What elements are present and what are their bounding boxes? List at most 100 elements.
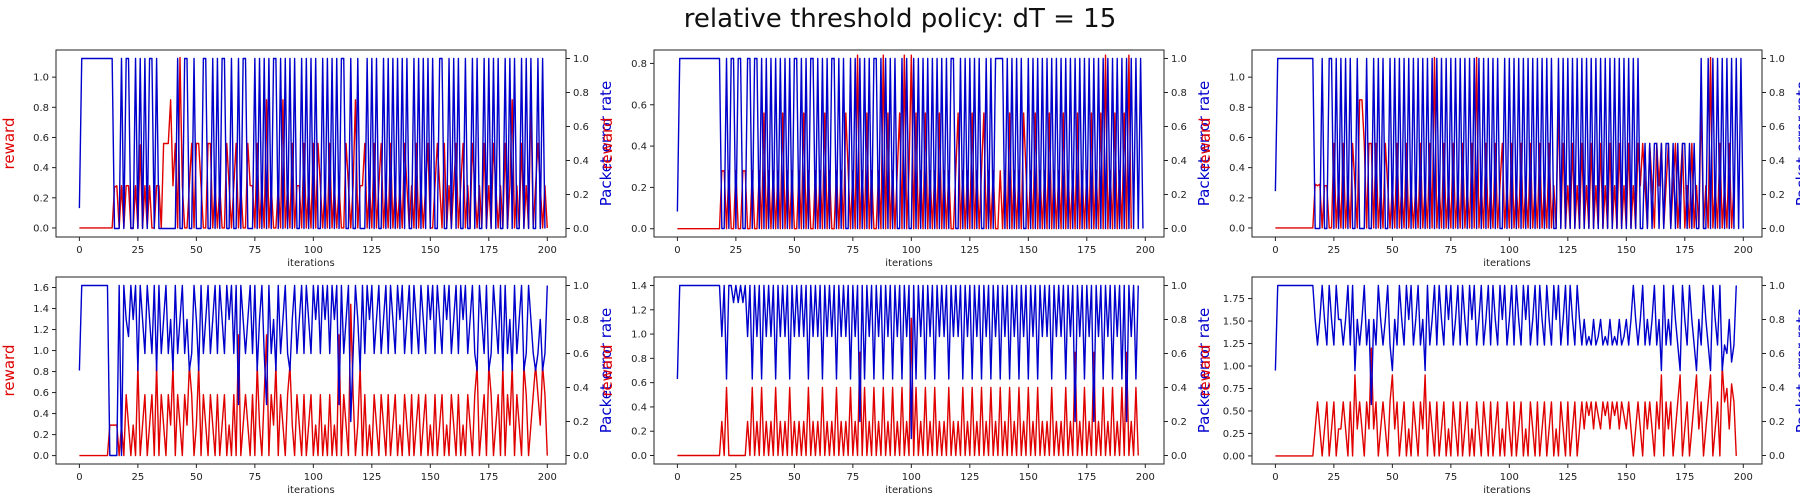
y-right-tick-label: 0.8 [1171,315,1187,326]
x-axis-label: iterations [1483,258,1530,269]
x-tick-label: 25 [1328,472,1341,483]
y-left-axis-label: reward [1196,345,1214,397]
x-tick-label: 100 [304,472,323,483]
x-tick-label: 50 [1386,472,1399,483]
y-left-tick-label: 0.0 [631,224,647,235]
y-left-tick-label: 0.75 [1223,384,1245,395]
x-tick-label: 75 [846,245,859,256]
y-left-axis-label: reward [0,345,18,397]
y-left-tick-label: 0.00 [1223,451,1245,462]
y-left-tick-label: 0.2 [33,193,49,204]
x-axis-label: iterations [1483,485,1530,496]
x-tick-label: 175 [1675,472,1694,483]
y-left-tick-label: 1.00 [1223,362,1245,373]
plot-frame [1251,49,1763,238]
y-left-tick-label: 0.2 [631,427,647,438]
y-left-tick-label: 0.4 [1229,163,1245,174]
y-left-axis-label: reward [598,345,616,397]
y-left-tick-label: 0.4 [33,409,49,420]
y-right-tick-label: 0.6 [573,349,589,360]
x-tick-label: 100 [902,472,921,483]
y-left-tick-label: 0.6 [1229,133,1245,144]
y-left-tick-label: 0.0 [631,451,647,462]
y-right-axis-label: Packet error rate [1793,308,1800,433]
y-right-tick-label: 0.8 [1769,315,1785,326]
y-left-tick-label: 0.6 [631,100,647,111]
y-right-tick-label: 0.6 [573,122,589,133]
y-right-tick-label: 0.0 [1769,224,1785,235]
x-tick-label: 75 [1444,472,1457,483]
x-tick-label: 200 [538,245,557,256]
y-right-tick-label: 0.4 [573,383,589,394]
x-tick-label: 175 [1675,245,1694,256]
y-right-tick-label: 0.2 [1171,190,1187,201]
x-tick-label: 200 [1136,472,1155,483]
x-tick-label: 50 [788,472,801,483]
x-tick-label: 100 [902,245,921,256]
y-left-tick-label: 0.4 [33,163,49,174]
x-tick-label: 25 [730,245,743,256]
x-tick-label: 0 [76,472,82,483]
y-left-tick-label: 1.0 [631,330,647,341]
x-tick-label: 150 [1019,245,1038,256]
y-right-tick-label: 0.8 [1171,88,1187,99]
per-line [1274,284,1737,406]
x-tick-label: 125 [362,245,381,256]
y-left-tick-label: 0.6 [33,388,49,399]
chart-panel-top-left: 0 25 50 75 100 125 150 175 200 0.0 0.2 0.4 0.6 0.8 1.0… [0,49,615,269]
y-right-axis-label: Packet error rate [597,81,615,206]
x-tick-label: 75 [248,472,261,483]
x-tick-label: 175 [479,245,498,256]
y-right-tick-label: 0.0 [1171,451,1187,462]
reward-line [79,303,548,457]
x-tick-label: 125 [362,472,381,483]
y-left-tick-label: 1.25 [1223,339,1245,350]
y-left-axis-label: reward [1196,118,1214,170]
x-tick-label: 0 [674,245,680,256]
y-right-tick-label: 0.4 [573,156,589,167]
y-left-tick-label: 0.8 [33,367,49,378]
y-right-axis-label: Packet error rate [1195,308,1213,433]
x-tick-label: 150 [1617,245,1636,256]
plot-frame [653,276,1165,465]
y-right-tick-label: 0.8 [573,88,589,99]
x-tick-label: 25 [132,245,145,256]
x-tick-label: 75 [1444,245,1457,256]
y-right-tick-label: 0.2 [1769,417,1785,428]
x-tick-label: 75 [248,245,261,256]
y-left-tick-label: 1.6 [33,283,49,294]
plot-frame [1251,276,1763,465]
y-right-tick-label: 0.4 [1769,156,1785,167]
y-right-tick-label: 0.2 [573,417,589,428]
y-left-tick-label: 1.75 [1223,294,1245,305]
y-right-tick-label: 0.4 [1171,383,1187,394]
x-tick-label: 150 [1617,472,1636,483]
y-right-tick-label: 1.0 [573,281,589,292]
y-right-axis-label: Packet error rate [1793,81,1800,206]
x-tick-label: 200 [1136,245,1155,256]
y-right-axis-label: Packet error rate [597,308,615,433]
y-left-tick-label: 0.2 [33,430,49,441]
reward-line [1275,347,1737,457]
y-right-tick-label: 0.4 [1171,156,1187,167]
y-left-axis-label: reward [598,118,616,170]
x-tick-label: 100 [1500,245,1519,256]
x-tick-label: 125 [1558,245,1577,256]
y-right-tick-label: 1.0 [1769,54,1785,65]
x-axis-label: iterations [885,258,932,269]
y-left-tick-label: 1.0 [33,73,49,84]
y-left-tick-label: 1.0 [1229,73,1245,84]
x-tick-label: 175 [479,472,498,483]
chart-panel-bottom-left: 0 25 50 75 100 125 150 175 200 0.0 0.2 0.4 0.6 0.8 1.0… [0,276,615,496]
y-left-tick-label: 1.50 [1223,317,1245,328]
y-right-tick-label: 0.2 [573,190,589,201]
x-tick-label: 0 [1272,472,1278,483]
y-left-tick-label: 1.2 [631,305,647,316]
x-tick-label: 25 [132,472,145,483]
y-left-tick-label: 0.2 [1229,193,1245,204]
x-tick-label: 200 [538,472,557,483]
x-tick-label: 50 [1386,245,1399,256]
chart-panel-bottom-middle: 0 25 50 75 100 125 150 175 200 0.0 0.2 0.4 0.6 0.8 1.0… [598,276,1213,496]
x-tick-label: 175 [1077,245,1096,256]
